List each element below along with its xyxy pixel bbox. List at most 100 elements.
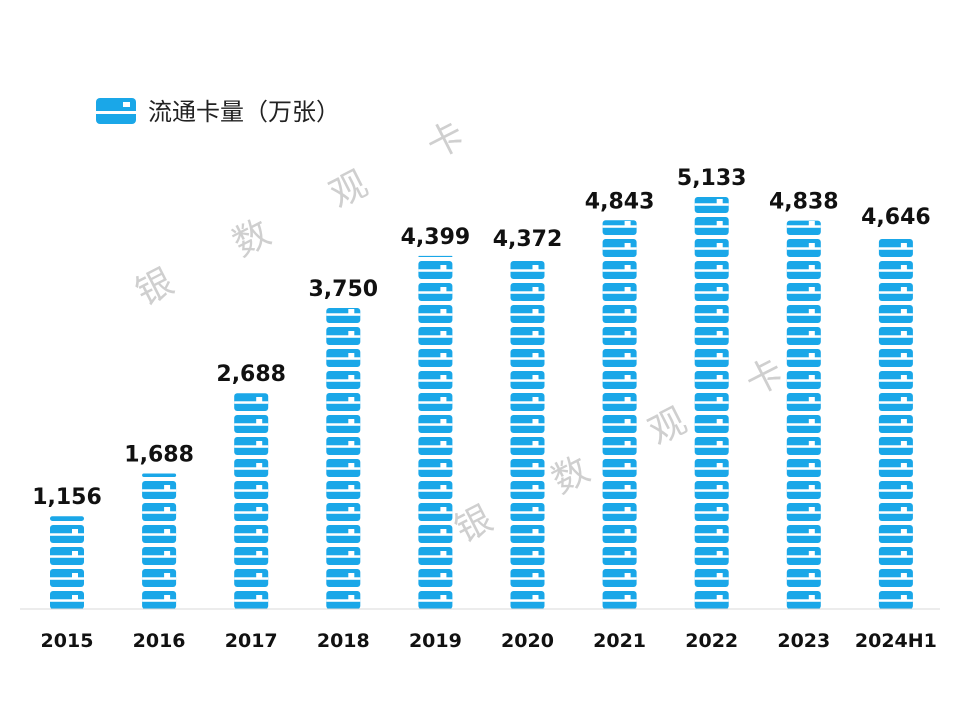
card-segment: [142, 473, 177, 477]
card-segment: [878, 415, 913, 433]
card-segment: [510, 569, 545, 587]
card-segment: [694, 371, 729, 389]
bar-2023: [786, 220, 821, 609]
bar-2024H1: [878, 239, 913, 609]
card-segment: [418, 503, 453, 521]
card-segment: [786, 371, 821, 389]
card-segment: [786, 220, 821, 235]
card-segment: [234, 481, 269, 499]
card-segment: [326, 371, 361, 389]
category-label-2020: 2020: [501, 630, 554, 652]
card-segment: [878, 393, 913, 411]
card-segment: [234, 591, 269, 609]
card-segment: [234, 547, 269, 565]
card-segment: [694, 327, 729, 345]
card-segment: [418, 305, 453, 323]
card-segment: [602, 371, 637, 389]
watermark-char: 数: [226, 212, 277, 265]
card-segment: [234, 503, 269, 521]
card-segment: [694, 305, 729, 323]
card-segment: [602, 415, 637, 433]
card-segment: [786, 261, 821, 279]
card-segment: [510, 327, 545, 345]
card-segment: [602, 239, 637, 257]
card-segment: [878, 481, 913, 499]
card-segment: [326, 547, 361, 565]
card-segment: [142, 503, 177, 521]
card-segment: [694, 393, 729, 411]
card-segment: [878, 525, 913, 543]
card-segment: [418, 327, 453, 345]
card-segment: [694, 415, 729, 433]
card-segment: [786, 591, 821, 609]
bar-2016: [142, 473, 177, 609]
card-segment: [878, 547, 913, 565]
bar-2017: [234, 393, 269, 609]
card-segment: [786, 525, 821, 543]
card-segment: [602, 261, 637, 279]
card-segment: [878, 459, 913, 477]
card-segment: [510, 415, 545, 433]
value-label-2017: 2,688: [216, 362, 286, 387]
card-segment: [142, 591, 177, 609]
card-segment: [50, 525, 84, 543]
watermark-char: 观: [323, 163, 374, 216]
card-icon: [96, 98, 136, 124]
card-segment: [50, 591, 84, 609]
card-segment: [602, 349, 637, 367]
category-label-2019: 2019: [409, 630, 462, 652]
card-segment: [694, 217, 729, 235]
card-segment: [510, 459, 545, 477]
card-segment: [694, 591, 729, 609]
card-segment: [418, 481, 453, 499]
card-segment: [418, 283, 453, 301]
watermark-char: 银: [448, 498, 499, 551]
bars: [50, 197, 913, 609]
card-segment: [694, 503, 729, 521]
card-segment: [694, 481, 729, 499]
card-segment: [510, 261, 545, 279]
card-segment: [510, 437, 545, 455]
category-label-2018: 2018: [317, 630, 370, 652]
card-segment: [602, 393, 637, 411]
card-segment: [418, 415, 453, 433]
card-segment: [694, 261, 729, 279]
category-label-2023: 2023: [777, 630, 830, 652]
card-segment: [694, 283, 729, 301]
card-segment: [326, 327, 361, 345]
card-segment: [694, 525, 729, 543]
card-segment: [510, 591, 545, 609]
card-segment: [510, 371, 545, 389]
card-segment: [694, 569, 729, 587]
card-segment: [602, 481, 637, 499]
card-segment: [602, 305, 637, 323]
card-segment: [602, 547, 637, 565]
card-segment: [786, 283, 821, 301]
card-segment: [786, 327, 821, 345]
card-segment: [602, 503, 637, 521]
card-segment: [602, 591, 637, 609]
card-segment: [418, 437, 453, 455]
card-segment: [418, 371, 453, 389]
card-segment: [602, 459, 637, 477]
card-segment: [878, 371, 913, 389]
card-segment: [326, 525, 361, 543]
value-label-2018: 3,750: [309, 277, 379, 302]
bar-2020: [510, 261, 545, 609]
card-segment: [602, 437, 637, 455]
card-segment: [234, 569, 269, 587]
card-segment: [786, 547, 821, 565]
card-segment: [50, 547, 84, 565]
card-segment: [50, 516, 84, 521]
card-segment: [510, 349, 545, 367]
watermark-char: 卡: [420, 114, 471, 167]
bar-2019: [418, 255, 453, 609]
card-segment: [234, 415, 269, 433]
category-labels: 2015 2016 2017 2018 2019 2020 2021 2022 2023 2024…: [41, 630, 937, 652]
card-segment: [142, 525, 177, 543]
card-segment: [418, 569, 453, 587]
card-segment: [510, 283, 545, 301]
card-segment: [326, 569, 361, 587]
category-label-2024H1: 2024H1: [855, 630, 937, 652]
